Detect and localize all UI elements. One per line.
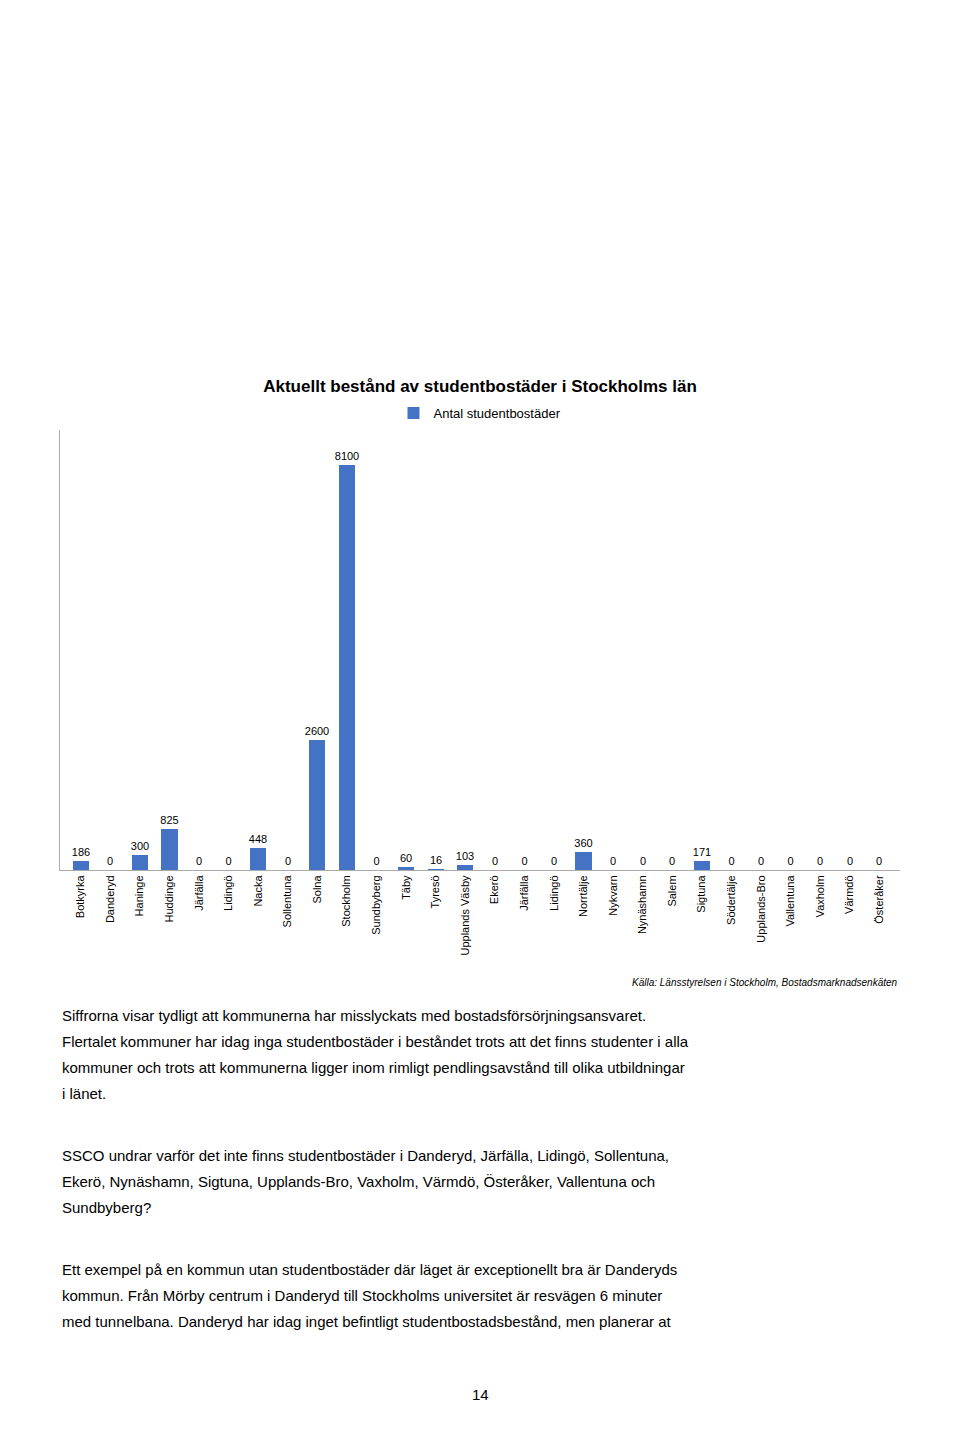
svg-text:Tyresö: Tyresö	[429, 875, 441, 908]
svg-text:Sollentuna: Sollentuna	[281, 875, 293, 928]
svg-text:0: 0	[758, 855, 764, 867]
svg-text:Nykvarn: Nykvarn	[607, 875, 619, 915]
svg-text:Upplands-Bro: Upplands-Bro	[755, 875, 767, 942]
svg-text:16: 16	[430, 854, 442, 866]
svg-text:0: 0	[669, 855, 675, 867]
svg-text:171: 171	[693, 846, 711, 858]
svg-text:Salem: Salem	[666, 875, 678, 906]
svg-text:Täby: Täby	[400, 875, 412, 900]
svg-text:0: 0	[196, 855, 202, 867]
svg-text:Nynäshamn: Nynäshamn	[636, 875, 648, 934]
svg-text:Sigtuna: Sigtuna	[695, 875, 707, 913]
svg-text:Nacka: Nacka	[252, 875, 264, 907]
svg-text:Ett exempel på en kommun utan: Ett exempel på en kommun utan studentbos…	[62, 1261, 677, 1278]
svg-text:Upplands Väsby: Upplands Väsby	[459, 875, 471, 956]
svg-text:Lidingö: Lidingö	[548, 875, 560, 910]
svg-text:14: 14	[472, 1386, 489, 1403]
svg-text:Norrtälje: Norrtälje	[577, 875, 589, 917]
svg-text:0: 0	[373, 855, 379, 867]
svg-text:Siffrorna visar tydligt att ko: Siffrorna visar tydligt att kommunerna h…	[62, 1007, 646, 1024]
svg-text:kommun. Från Mörby centrum i D: kommun. Från Mörby centrum i Danderyd ti…	[62, 1287, 662, 1304]
svg-text:360: 360	[574, 837, 592, 849]
svg-text:Danderyd: Danderyd	[104, 875, 116, 923]
svg-text:Aktuellt bestånd av studentbos: Aktuellt bestånd av studentbostäder i St…	[263, 377, 697, 396]
svg-text:60: 60	[400, 852, 412, 864]
svg-text:Stockholm: Stockholm	[340, 875, 352, 926]
svg-text:0: 0	[551, 855, 557, 867]
svg-text:Österåker: Österåker	[873, 875, 885, 924]
svg-text:med tunnelbana. Danderyd har i: med tunnelbana. Danderyd har idag inget …	[62, 1313, 672, 1330]
svg-text:Ekerö: Ekerö	[488, 875, 500, 904]
svg-text:Sundbyberg?: Sundbyberg?	[62, 1199, 151, 1216]
svg-text:0: 0	[787, 855, 793, 867]
svg-text:0: 0	[728, 855, 734, 867]
svg-text:2600: 2600	[305, 725, 329, 737]
svg-text:0: 0	[817, 855, 823, 867]
svg-text:0: 0	[847, 855, 853, 867]
svg-text:448: 448	[249, 833, 267, 845]
svg-text:0: 0	[492, 855, 498, 867]
svg-text:Lidingö: Lidingö	[222, 875, 234, 910]
svg-text:Solna: Solna	[311, 875, 323, 904]
svg-text:Vaxholm: Vaxholm	[814, 875, 826, 917]
svg-text:Vallentuna: Vallentuna	[784, 875, 796, 927]
svg-text:103: 103	[456, 850, 474, 862]
svg-text:Antal studentbostäder: Antal studentbostäder	[434, 406, 561, 421]
svg-text:0: 0	[107, 855, 113, 867]
svg-text:0: 0	[876, 855, 882, 867]
svg-text:Sundbyberg: Sundbyberg	[370, 875, 382, 934]
svg-text:825: 825	[160, 814, 178, 826]
svg-text:Haninge: Haninge	[133, 875, 145, 916]
svg-text:Flertalet kommuner har idag in: Flertalet kommuner har idag inga student…	[62, 1033, 689, 1050]
svg-text:8100: 8100	[335, 450, 359, 462]
svg-text:Södertälje: Södertälje	[725, 875, 737, 925]
svg-text:Ekerö, Nynäshamn, Sigtuna, Upp: Ekerö, Nynäshamn, Sigtuna, Upplands-Bro,…	[62, 1173, 655, 1190]
svg-text:300: 300	[131, 840, 149, 852]
svg-text:kommuner och trots att kommune: kommuner och trots att kommunerna ligger…	[62, 1059, 685, 1076]
svg-text:Källa: Länsstyrelsen i Stockho: Källa: Länsstyrelsen i Stockholm, Bostad…	[632, 977, 898, 988]
svg-text:Järfälla: Järfälla	[518, 875, 530, 911]
svg-text:Järfälla: Järfälla	[193, 875, 205, 911]
svg-text:Värmdö: Värmdö	[843, 875, 855, 914]
svg-text:i länet.: i länet.	[62, 1085, 106, 1102]
svg-text:186: 186	[72, 846, 90, 858]
svg-text:0: 0	[640, 855, 646, 867]
svg-text:0: 0	[610, 855, 616, 867]
svg-text:0: 0	[521, 855, 527, 867]
svg-text:0: 0	[225, 855, 231, 867]
svg-text:SSCO undrar varför det inte fi: SSCO undrar varför det inte finns studen…	[62, 1147, 669, 1164]
svg-text:0: 0	[285, 855, 291, 867]
svg-text:Botkyrka: Botkyrka	[74, 875, 86, 919]
svg-text:Huddinge: Huddinge	[163, 875, 175, 922]
